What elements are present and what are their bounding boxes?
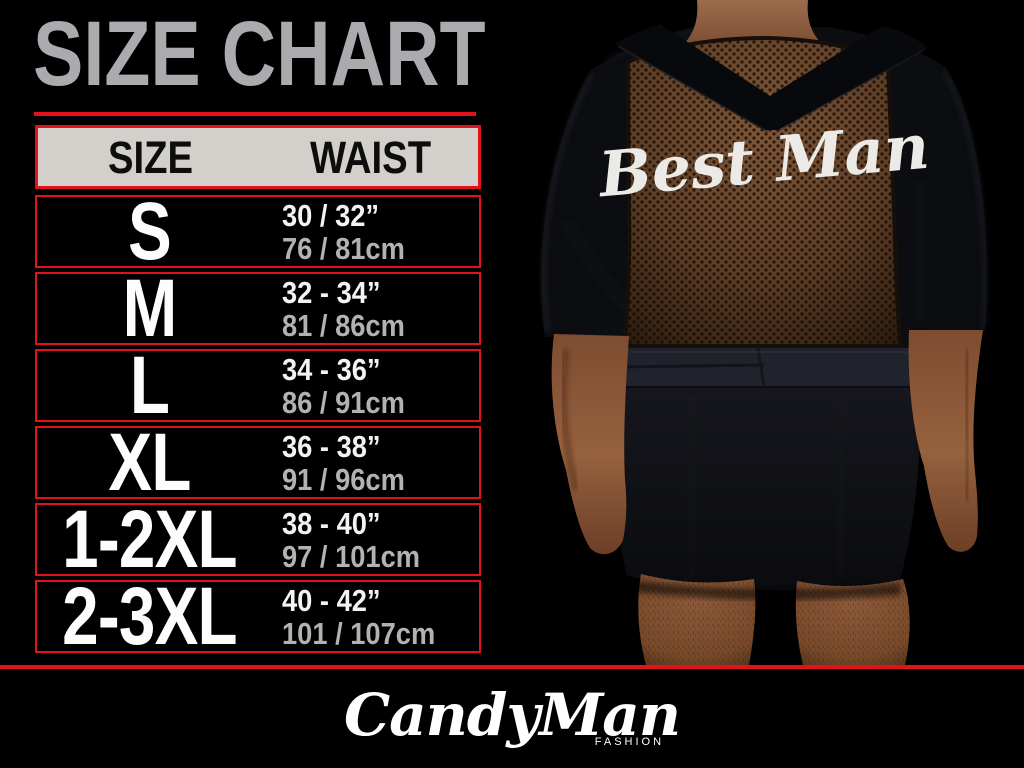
page-title: SIZE CHART	[33, 3, 486, 105]
waist-centimeters: 101 / 107cm	[282, 615, 436, 651]
size-label: M	[122, 262, 178, 354]
mesh-dots	[625, 38, 901, 346]
size-label: 2-3XL	[62, 570, 237, 662]
table-row: 1-2XL 38 - 40” 97 / 101cm	[35, 493, 481, 585]
leg-texture	[795, 579, 910, 665]
column-header-size: SIZE	[107, 131, 194, 183]
collar-highlight	[775, 49, 925, 133]
table-row: M 32 - 34” 81 / 86cm	[35, 262, 481, 354]
waist-inches: 30 / 32”	[282, 197, 380, 233]
hem-shadow	[631, 580, 901, 600]
robe-waistband	[613, 348, 923, 386]
brand-tagline: FASHION	[594, 735, 665, 748]
waist-centimeters: 86 / 91cm	[282, 384, 405, 420]
waist-inches: 36 - 38”	[282, 428, 381, 464]
sleeve-highlight	[942, 71, 987, 329]
waist-centimeters: 91 / 96cm	[282, 461, 405, 497]
table-row: 2-3XL 40 - 42” 101 / 107cm	[35, 570, 481, 662]
table-row: S 30 / 32” 76 / 81cm	[35, 185, 481, 277]
waistband-seam	[756, 347, 766, 387]
size-label: XL	[108, 416, 191, 508]
size-label: 1-2XL	[62, 493, 237, 585]
column-header-waist: WAIST	[309, 131, 432, 183]
waist-centimeters: 76 / 81cm	[282, 230, 405, 266]
footer-divider	[0, 665, 1024, 669]
waist-inches: 34 - 36”	[282, 351, 381, 387]
skirt-fold	[835, 394, 847, 579]
sleeve-highlight	[542, 73, 594, 331]
model-left-forearm	[551, 334, 629, 555]
waist-centimeters: 81 / 86cm	[282, 307, 405, 343]
forearm-shading	[964, 349, 970, 501]
table-row: L 34 - 36” 86 / 91cm	[35, 339, 481, 431]
sleeve-fold	[913, 179, 926, 321]
size-label: S	[128, 185, 172, 277]
table-row: XL 36 - 38” 91 / 96cm	[35, 416, 481, 508]
collar-highlight	[617, 45, 769, 133]
robe-collar	[614, 24, 928, 130]
waist-inches: 32 - 34”	[282, 274, 381, 310]
size-table: SIZE WAIST S 30 / 32” 76 / 81cm M 32 - 3…	[35, 125, 481, 657]
waist-centimeters: 97 / 101cm	[282, 538, 421, 574]
title-underline	[34, 112, 476, 116]
product-photo: Best Man	[496, 0, 1024, 665]
size-label: L	[129, 339, 170, 431]
waist-inches: 38 - 40”	[282, 505, 381, 541]
waist-inches: 40 - 42”	[282, 582, 381, 618]
forearm-shading	[561, 349, 578, 491]
table-header: SIZE WAIST	[35, 125, 481, 189]
waistband-seam	[616, 363, 765, 369]
brand-name: CandyMan	[343, 681, 681, 749]
brand-logo: CandyMan FASHION	[0, 681, 1024, 749]
skirt-fold	[685, 394, 697, 581]
